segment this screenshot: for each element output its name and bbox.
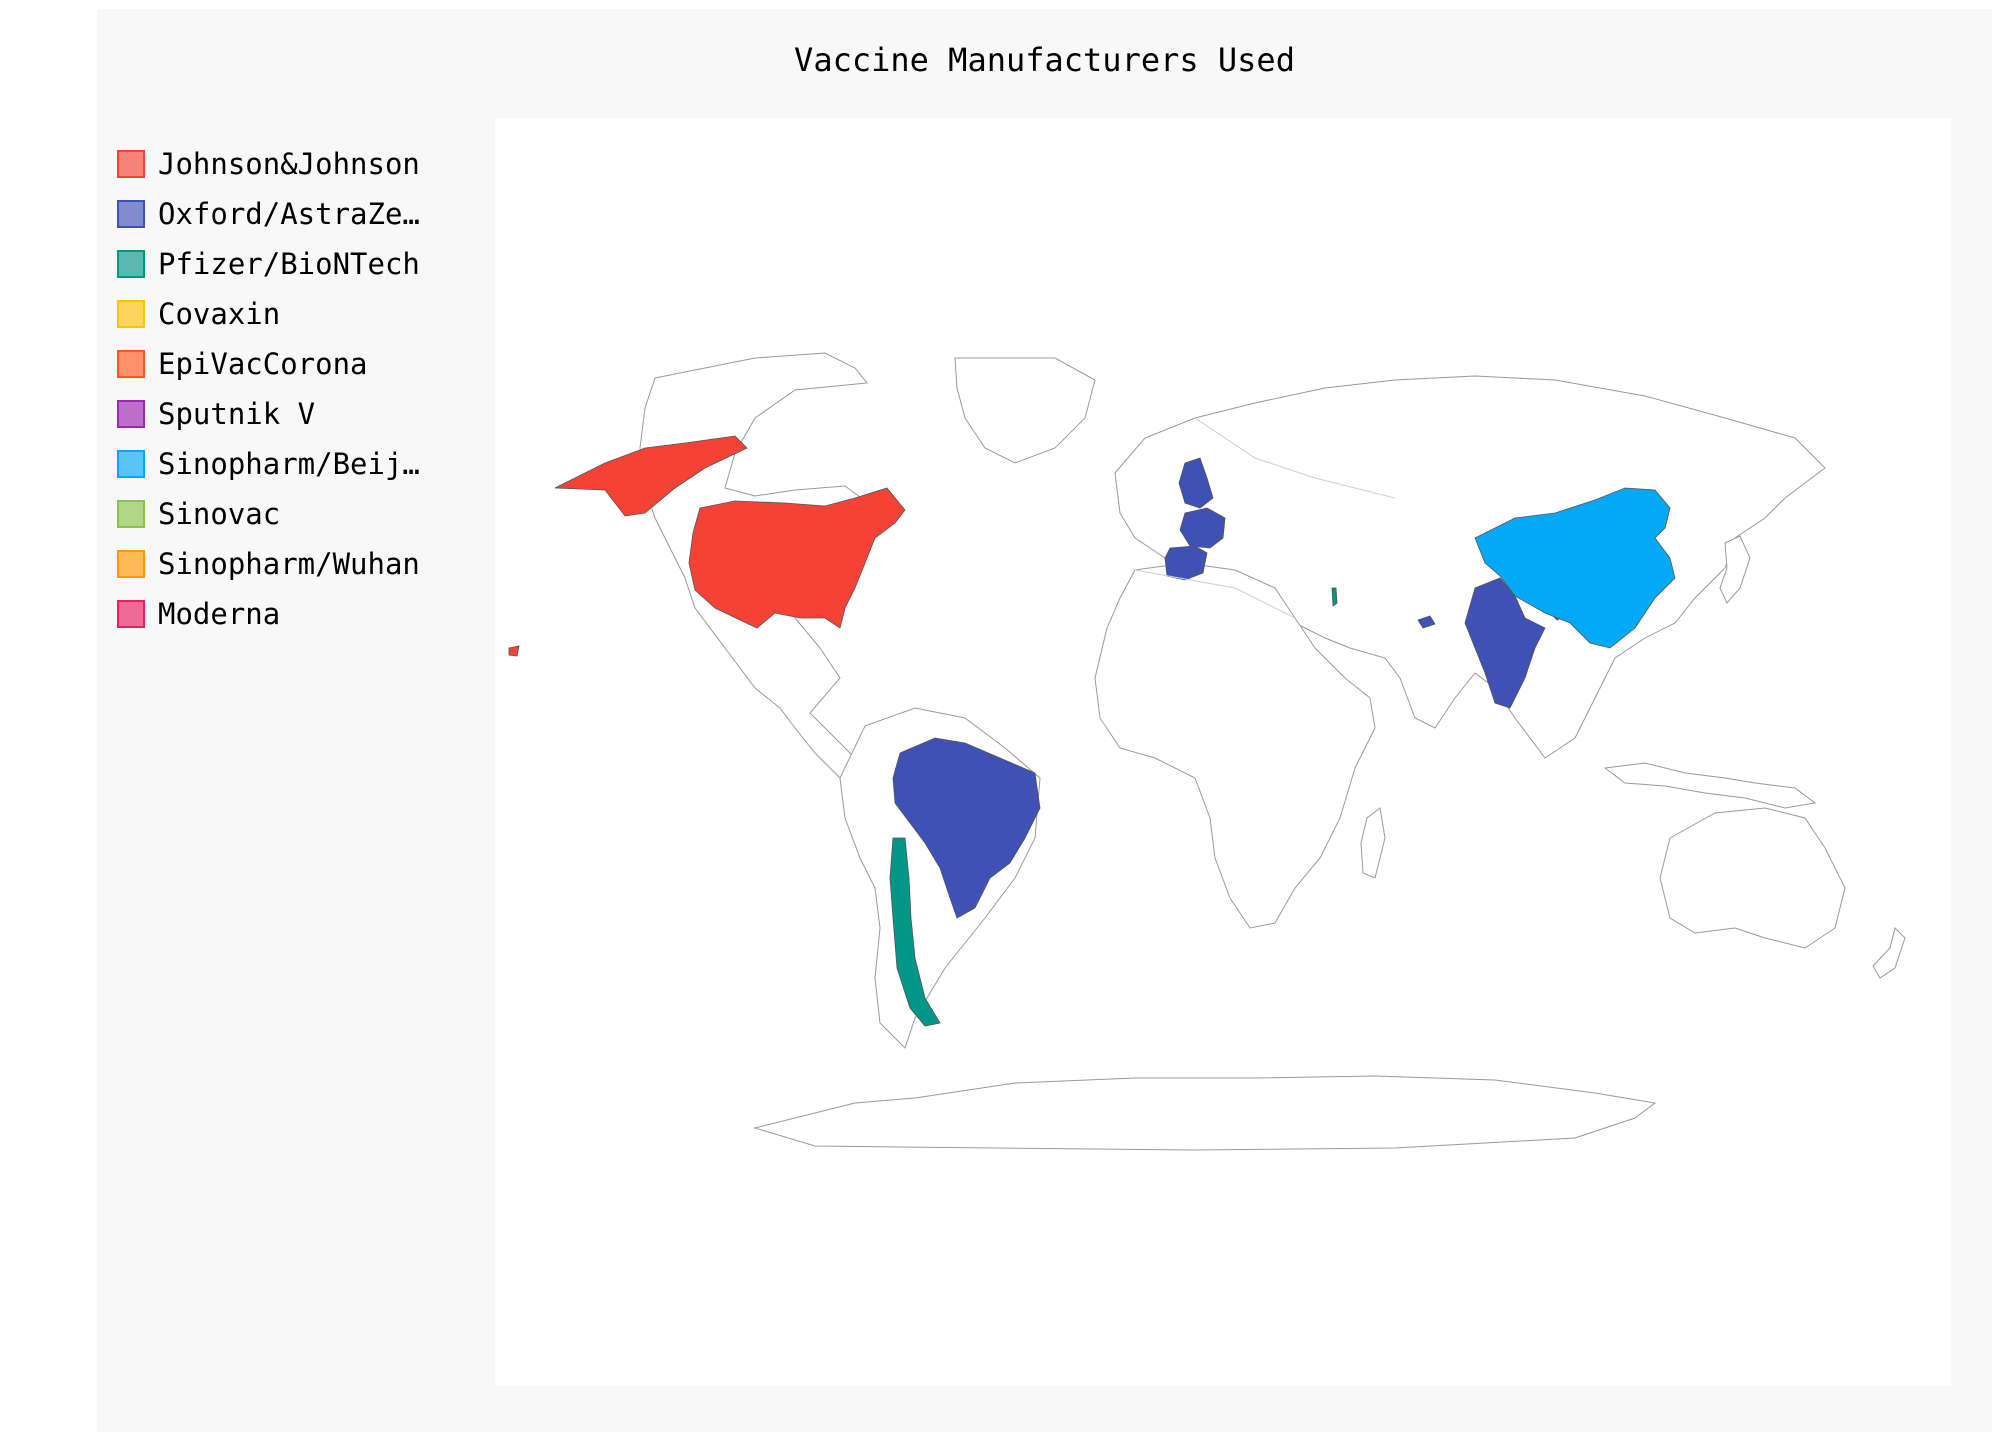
legend: Johnson&Johnson Oxford/AstraZe… Pfizer/B… [117,139,437,639]
legend-item-sputnik-v[interactable]: Sputnik V [117,389,437,439]
legend-swatch [117,150,145,178]
legend-swatch [117,600,145,628]
border-lines [1134,569,1296,619]
legend-swatch [117,400,145,428]
map-plot-area [495,118,1951,1386]
world-map [508,352,1906,1151]
legend-item-pfizer-biontech[interactable]: Pfizer/BioNTech [117,239,437,289]
legend-swatch [117,250,145,278]
legend-label: Pfizer/BioNTech [158,247,420,281]
country-hawaii[interactable] [508,645,520,657]
land-japan [1719,535,1751,604]
legend-swatch [117,200,145,228]
legend-item-oxford-astrazeneca[interactable]: Oxford/AstraZe… [117,189,437,239]
legend-item-sinopharm-wuhan[interactable]: Sinopharm/Wuhan [117,539,437,589]
country-alaska[interactable] [554,435,748,517]
land-new-zealand [1872,927,1906,979]
legend-item-sinovac[interactable]: Sinovac [117,489,437,539]
country-uae[interactable] [1417,615,1436,629]
land-africa [1094,562,1376,929]
country-france[interactable] [1179,507,1226,549]
country-united-kingdom[interactable] [1178,457,1214,509]
legend-item-johnson-johnson[interactable]: Johnson&Johnson [117,139,437,189]
country-chile[interactable] [889,837,941,1027]
chart-panel: Vaccine Manufacturers Used Johnson&Johns… [97,9,1992,1432]
land-greenland [954,357,1096,464]
land-antarctica [753,1075,1657,1151]
land-madagascar [1360,807,1386,879]
country-israel[interactable] [1331,587,1338,607]
country-brazil[interactable] [892,737,1041,919]
legend-label: Sputnik V [158,397,316,431]
legend-label: Sinopharm/Wuhan [158,547,420,581]
legend-item-covaxin[interactable]: Covaxin [117,289,437,339]
legend-swatch [117,450,145,478]
country-china[interactable] [1474,487,1676,649]
legend-label: Johnson&Johnson [158,147,420,181]
legend-swatch [117,300,145,328]
legend-label: Oxford/AstraZe… [158,197,420,231]
legend-label: Covaxin [158,297,281,331]
legend-item-sinopharm-beijing[interactable]: Sinopharm/Beij… [117,439,437,489]
land-indonesia [1603,762,1817,809]
legend-label: Sinopharm/Beij… [158,447,420,481]
border-lines [1194,417,1396,499]
legend-swatch [117,350,145,378]
country-spain[interactable] [1164,545,1208,581]
legend-label: Moderna [158,597,281,631]
legend-item-moderna[interactable]: Moderna [117,589,437,639]
legend-label: Sinovac [158,497,281,531]
legend-item-epivaccorona[interactable]: EpiVacCorona [117,339,437,389]
legend-swatch [117,500,145,528]
chart-title: Vaccine Manufacturers Used [794,41,1295,79]
legend-swatch [117,550,145,578]
legend-label: EpiVacCorona [158,347,368,381]
country-united-states[interactable] [688,487,906,629]
land-australia [1659,807,1846,949]
